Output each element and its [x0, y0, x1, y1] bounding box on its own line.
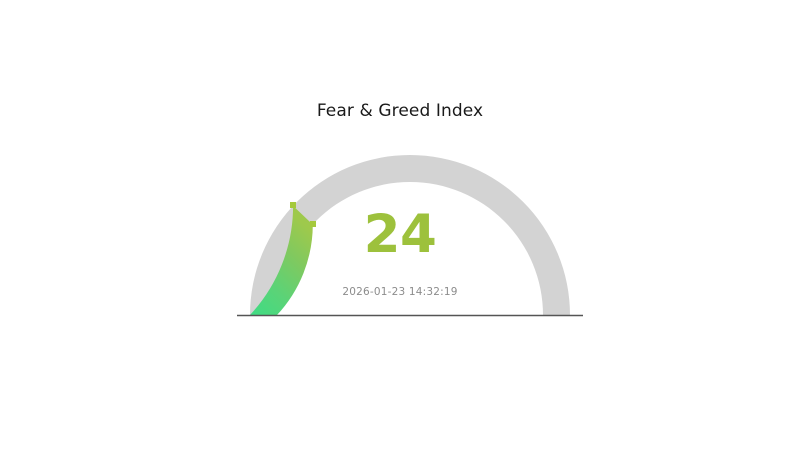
gauge-timestamp: 2026-01-23 14:32:19 — [342, 286, 458, 298]
gauge-value-readout: 24 — [363, 204, 437, 265]
gauge-endcap-marker-outer — [290, 202, 296, 208]
page-title: Fear & Greed Index — [316, 101, 484, 121]
gauge-track — [250, 155, 570, 315]
gauge-endcap-marker-inner — [310, 221, 316, 227]
gauge-value-arc — [250, 205, 313, 315]
